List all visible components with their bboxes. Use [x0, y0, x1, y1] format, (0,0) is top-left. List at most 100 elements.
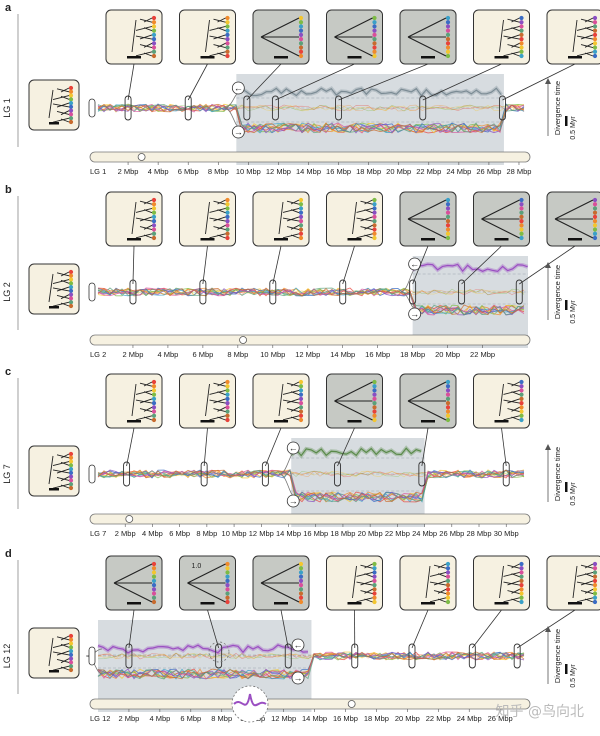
tree-connector — [127, 428, 134, 466]
tree-tip — [519, 409, 523, 413]
tree-tip — [225, 16, 229, 20]
tree-tip — [446, 380, 450, 384]
tree-tip — [152, 236, 156, 240]
x-tick-label: 4 Mbp — [148, 167, 169, 176]
tree-tip — [69, 109, 73, 113]
tree-tip — [446, 587, 450, 591]
divergence-arrow — [545, 78, 551, 84]
tree-connector — [133, 246, 134, 284]
x-tick-label: 2 Mbp — [118, 167, 139, 176]
tree-tip — [593, 33, 597, 37]
tree-tip — [225, 223, 229, 227]
centromere-marker — [126, 516, 133, 523]
tree-tip — [519, 54, 523, 58]
tree-tip — [372, 41, 376, 45]
tree-tip — [593, 562, 597, 566]
tree-tip — [225, 215, 229, 219]
local-tree — [327, 10, 383, 64]
tree-tip — [446, 232, 450, 236]
tree-tip — [225, 401, 229, 405]
x-tick-label: 2 Mbp — [115, 529, 136, 538]
x-tick-label: 12 Mbp — [266, 167, 291, 176]
tree-scale-bar — [201, 420, 215, 423]
divergence-scale-label: 0.5 Myr — [570, 482, 577, 506]
tree-tip — [69, 645, 73, 649]
tree-tip — [372, 583, 376, 587]
local-tree — [400, 10, 456, 64]
tree-tip — [225, 54, 229, 58]
tree-tip — [299, 583, 303, 587]
tree-tip — [299, 575, 303, 579]
tree-tip — [519, 37, 523, 41]
tree-tip — [372, 409, 376, 413]
tree-connector — [502, 428, 507, 466]
divergence-scale-label: 0.5 Myr — [570, 116, 577, 140]
chromosome-side-label: LG 2 — [2, 282, 12, 302]
tree-tip — [519, 227, 523, 231]
tree-tip — [446, 575, 450, 579]
tree-tip — [69, 281, 73, 285]
tree-tip — [372, 591, 376, 595]
tree-tip — [152, 570, 156, 574]
tree-tip — [446, 583, 450, 587]
tree-tip — [372, 206, 376, 210]
x-tick-label: 24 Mbp — [457, 714, 482, 723]
tree-tip — [225, 236, 229, 240]
tree-tip — [372, 202, 376, 206]
tree-tip — [299, 41, 303, 45]
tree-tip — [446, 24, 450, 28]
tree-tip — [69, 270, 73, 274]
tree-tip — [593, 579, 597, 583]
tree-scale-bar — [348, 238, 362, 241]
tree-tip — [593, 227, 597, 231]
tree-connector — [343, 246, 355, 284]
local-tree — [474, 374, 530, 428]
tree-scale-bar — [274, 420, 288, 423]
x-tick-label: 28 Mbp — [466, 529, 491, 538]
tree-tip — [519, 579, 523, 583]
tree-tip — [152, 232, 156, 236]
chromosome-start-marker — [89, 99, 95, 117]
tree-scale-bar — [568, 238, 582, 241]
tree-tip — [69, 101, 73, 105]
x-tick-label: 8 Mbp — [196, 529, 217, 538]
divergence-label: Divergence time — [553, 265, 562, 319]
x-tick-label: 24 Mbp — [446, 167, 471, 176]
tree-scale-bar — [127, 602, 141, 605]
tree-tip — [299, 50, 303, 54]
tree-scale-bar — [49, 488, 59, 491]
tree-tip — [152, 393, 156, 397]
local-tree — [547, 10, 600, 64]
tree-tip — [446, 41, 450, 45]
tree-tip — [372, 388, 376, 392]
tree-tip — [69, 452, 73, 456]
tree-tip — [152, 219, 156, 223]
tree-tip — [372, 397, 376, 401]
tree-tip — [446, 566, 450, 570]
divergence-label: Divergence time — [553, 447, 562, 501]
tree-tip — [593, 600, 597, 604]
tree-tip — [69, 471, 73, 475]
tree-tip — [446, 384, 450, 388]
tree-tip — [372, 575, 376, 579]
tree-tip — [299, 418, 303, 422]
tree-tip — [69, 486, 73, 490]
tree-tip — [152, 587, 156, 591]
chromosome-side-label: LG 7 — [2, 464, 12, 484]
zoom-inset — [232, 686, 268, 722]
tree-tip — [152, 388, 156, 392]
tree-tip — [446, 397, 450, 401]
x-tick-label: 20 Mbp — [386, 167, 411, 176]
x-tick-label: 22 Mbp — [385, 529, 410, 538]
tree-connector — [412, 610, 428, 648]
tree-tip — [152, 45, 156, 49]
tree-tip — [69, 93, 73, 97]
tree-tip — [446, 202, 450, 206]
tree-scale-bar — [348, 56, 362, 59]
tree-tip — [299, 37, 303, 41]
x-tick-label: 16 Mbp — [333, 714, 358, 723]
tree-tip — [225, 198, 229, 202]
local-tree — [474, 10, 530, 64]
tree-tip — [519, 405, 523, 409]
chromosome-bar — [90, 335, 530, 345]
